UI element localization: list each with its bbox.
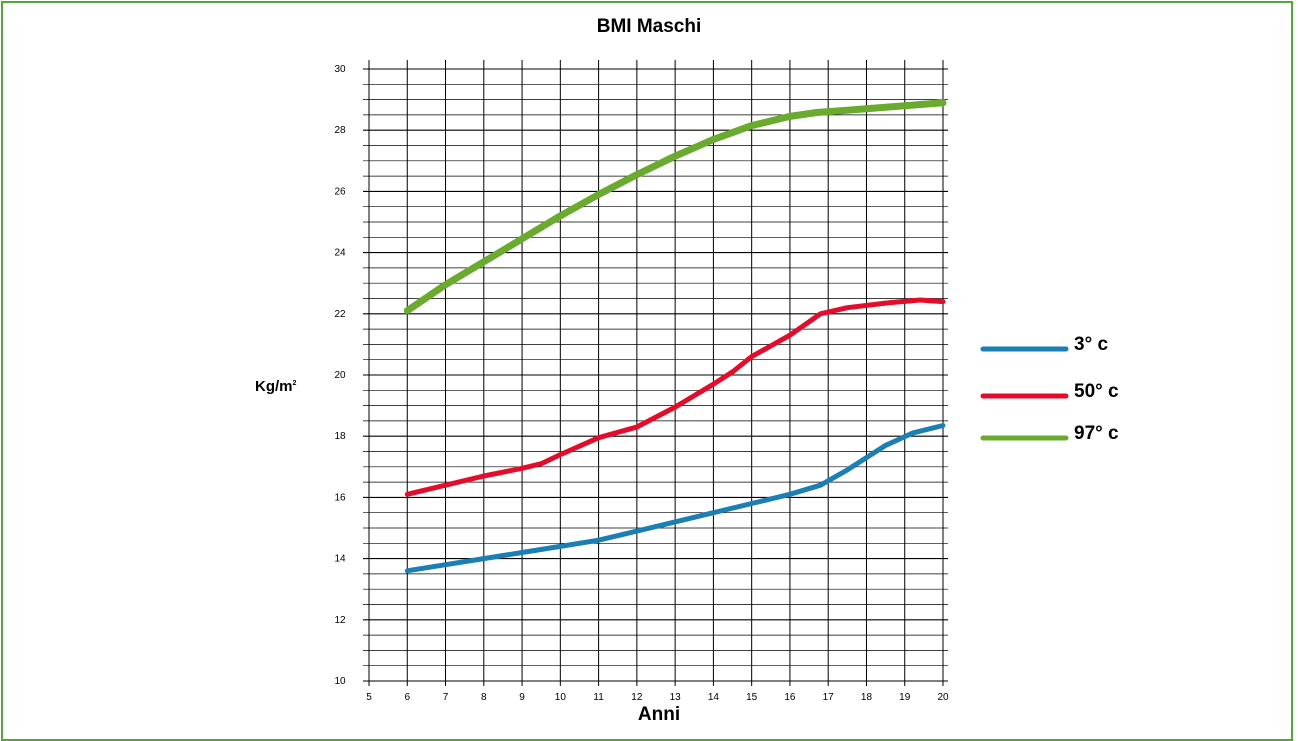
- y-axis-label-exponent: 2: [292, 380, 297, 387]
- y-tick-label: 10: [334, 676, 346, 687]
- x-tick-label: 7: [443, 692, 449, 703]
- chart-title: BMI Maschi: [596, 16, 702, 37]
- x-tick-label: 17: [823, 692, 835, 703]
- y-tick-label: 30: [334, 64, 346, 75]
- legend-label: 50° c: [1074, 381, 1119, 402]
- x-axis-label: Anni: [637, 704, 681, 725]
- x-tick-label: 11: [593, 692, 604, 703]
- x-tick-label: 14: [708, 692, 720, 703]
- x-tick-label: 16: [784, 692, 796, 703]
- y-axis-label: Kg/m2: [255, 378, 296, 395]
- series-line: [404, 423, 946, 574]
- series-line: [404, 297, 946, 497]
- x-tick-label: 10: [555, 692, 567, 703]
- y-tick-label: 20: [334, 370, 346, 381]
- x-tick-label: 12: [631, 692, 643, 703]
- x-tick-label: 15: [746, 692, 758, 703]
- x-tick-label: 9: [519, 692, 525, 703]
- x-tick-label: 18: [861, 692, 873, 703]
- x-tick-label: 20: [937, 692, 949, 703]
- y-tick-label: 22: [334, 309, 346, 320]
- y-tick-label: 24: [334, 248, 346, 259]
- y-tick-label: 14: [334, 554, 346, 565]
- x-tick-label: 5: [366, 692, 372, 703]
- y-tick-label: 26: [334, 186, 346, 197]
- y-tick-label: 18: [334, 431, 346, 442]
- legend-label: 97° c: [1074, 423, 1119, 444]
- y-axis-label-text: Kg/m: [255, 378, 293, 395]
- series-line: [403, 99, 947, 315]
- y-tick-label: 16: [334, 492, 346, 503]
- x-tick-label: 19: [899, 692, 911, 703]
- legend-label: 3° c: [1074, 334, 1108, 355]
- y-tick-label: 28: [334, 125, 346, 136]
- x-tick-label: 6: [404, 692, 410, 703]
- y-tick-label: 12: [334, 615, 346, 626]
- x-tick-label: 8: [481, 692, 487, 703]
- x-tick-label: 13: [670, 692, 682, 703]
